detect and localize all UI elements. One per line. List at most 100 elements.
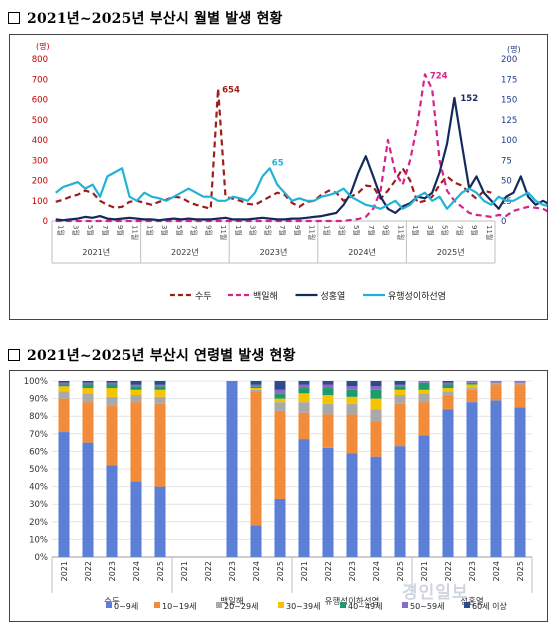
group-label: 유행성이하선염 [325,596,380,607]
bar-segment-50~59세 [274,389,286,394]
bar-segment-40~49세 [442,384,454,389]
left-axis-unit: (명) [36,41,50,51]
legend-label: 수두 [195,291,212,302]
bar-segment-40~49세 [466,382,478,385]
bar-segment-20~29세 [442,391,454,396]
month-tick-label: 5월 [175,225,184,236]
bar-segment-10~19세 [514,384,526,408]
bar-segment-10~19세 [322,414,334,448]
bar-segment-60세 이상 [274,381,286,390]
month-tick-label: 1월 [411,225,420,236]
month-tick-label: 1월 [145,225,154,236]
bar-segment-30~39세 [442,388,454,392]
bar-segment-10~19세 [490,384,502,401]
bar-segment-50~59세 [130,384,142,387]
y-tick-label: 70% [29,430,48,440]
legend-swatch [402,602,408,608]
x-tick-label: 2022 [84,561,93,581]
left-tick-label: 100 [32,197,48,207]
bar-segment-20~29세 [82,393,94,403]
bar-segment-0~9세 [346,453,358,557]
bar-segment-30~39세 [154,389,166,397]
month-tick-label: 3월 [426,225,435,236]
bar-segment-40~49세 [58,384,70,387]
month-tick-label: 11월 [396,225,405,240]
bar-segment-10~19세 [442,395,454,410]
right-axis-unit: (명) [507,44,521,54]
data-label-peak: 152 [460,94,478,104]
left-tick-label: 200 [32,177,48,187]
month-tick-label: 9월 [382,225,391,236]
x-tick-label: 2021 [420,561,429,581]
bar-segment-10~19세 [106,405,118,466]
bar-segment-50~59세 [466,381,478,383]
legend-swatch [340,602,346,608]
bar-segment-40~49세 [418,382,430,390]
bar-segment-60세 이상 [370,381,382,387]
bar-segment-30~39세 [322,395,334,404]
bar-segment-30~39세 [58,386,70,392]
x-tick-label: 2022 [204,561,213,581]
left-tick-label: 0 [43,217,48,227]
bar-segment-40~49세 [106,384,118,389]
bar-segment-60세 이상 [442,381,454,383]
legend-label: 백일해 [253,291,278,302]
month-tick-label: 9월 [204,225,213,236]
legend-label: 10~19세 [162,602,196,611]
right-tick-label: 100 [501,136,517,146]
bar-segment-40~49세 [82,384,94,389]
bar-segment-0~9세 [490,400,502,557]
data-label-peak: 654 [222,86,240,96]
bar-segment-10~19세 [82,402,94,443]
y-tick-label: 80% [29,412,48,422]
bar-segment-20~29세 [106,396,118,406]
x-tick-label: 2024 [372,561,381,581]
bar-segment-0~9세 [82,442,94,557]
bar-segment-60세 이상 [58,381,70,383]
legend-swatch [278,602,284,608]
left-tick-label: 700 [32,75,48,85]
right-tick-label: 175 [501,75,517,85]
legend-label: 유행성이하선염 [388,290,446,302]
bar-segment-60세 이상 [250,381,262,385]
bar-segment-30~39세 [466,384,478,389]
bar-segment-0~9세 [442,409,454,557]
bar-segment-50~59세 [82,382,94,385]
bar-segment-20~29세 [250,389,262,392]
month-tick-label: 1월 [234,225,243,236]
year-label: 2021년 [82,247,110,257]
bar-segment-50~59세 [514,381,526,383]
bar-segment-20~29세 [514,382,526,385]
x-tick-label: 2023 [468,561,477,581]
right-tick-label: 200 [501,55,517,65]
bar-segment-10~19세 [154,403,166,487]
month-tick-label: 7월 [101,225,110,236]
bar-segment-40~49세 [346,389,358,397]
bar-segment-30~39세 [274,398,286,403]
bar-segment-40~49세 [394,386,406,390]
monthly-line-chart: (명) (명)0100200300400500600700800025507510… [32,41,554,302]
bar-segment-0~9세 [418,435,430,557]
x-tick-label: 2023 [348,561,357,581]
group-label: 성홍열 [460,596,484,607]
x-tick-label: 2021 [300,561,309,581]
bar-segment-30~39세 [370,398,382,410]
y-tick-label: 10% [29,535,48,545]
bar-segment-50~59세 [250,384,262,387]
year-label: 2024년 [348,247,376,257]
x-tick-label: 2024 [492,561,501,581]
monthly-section-heading: 2021년~2025년 부산시 월별 발생 현황 [8,8,283,28]
bar-segment-0~9세 [274,498,286,557]
y-tick-label: 40% [29,483,48,493]
bar-segment-0~9세 [154,486,166,557]
bar-segment-20~29세 [154,396,166,404]
bar-segment-10~19세 [58,398,70,433]
x-tick-label: 2021 [60,561,69,581]
month-tick-label: 5월 [263,225,272,236]
bar-segment-50~59세 [346,386,358,390]
monthly-line-chart-panel: (명) (명) 0 100 200 300 400 500 600 700 800 0 25 50 75 10… [9,34,554,320]
watermark: 경인일보 [402,583,469,603]
right-tick-label: 0 [501,217,506,227]
y-tick-label: 30% [29,500,48,510]
bar-segment-50~59세 [322,384,334,389]
